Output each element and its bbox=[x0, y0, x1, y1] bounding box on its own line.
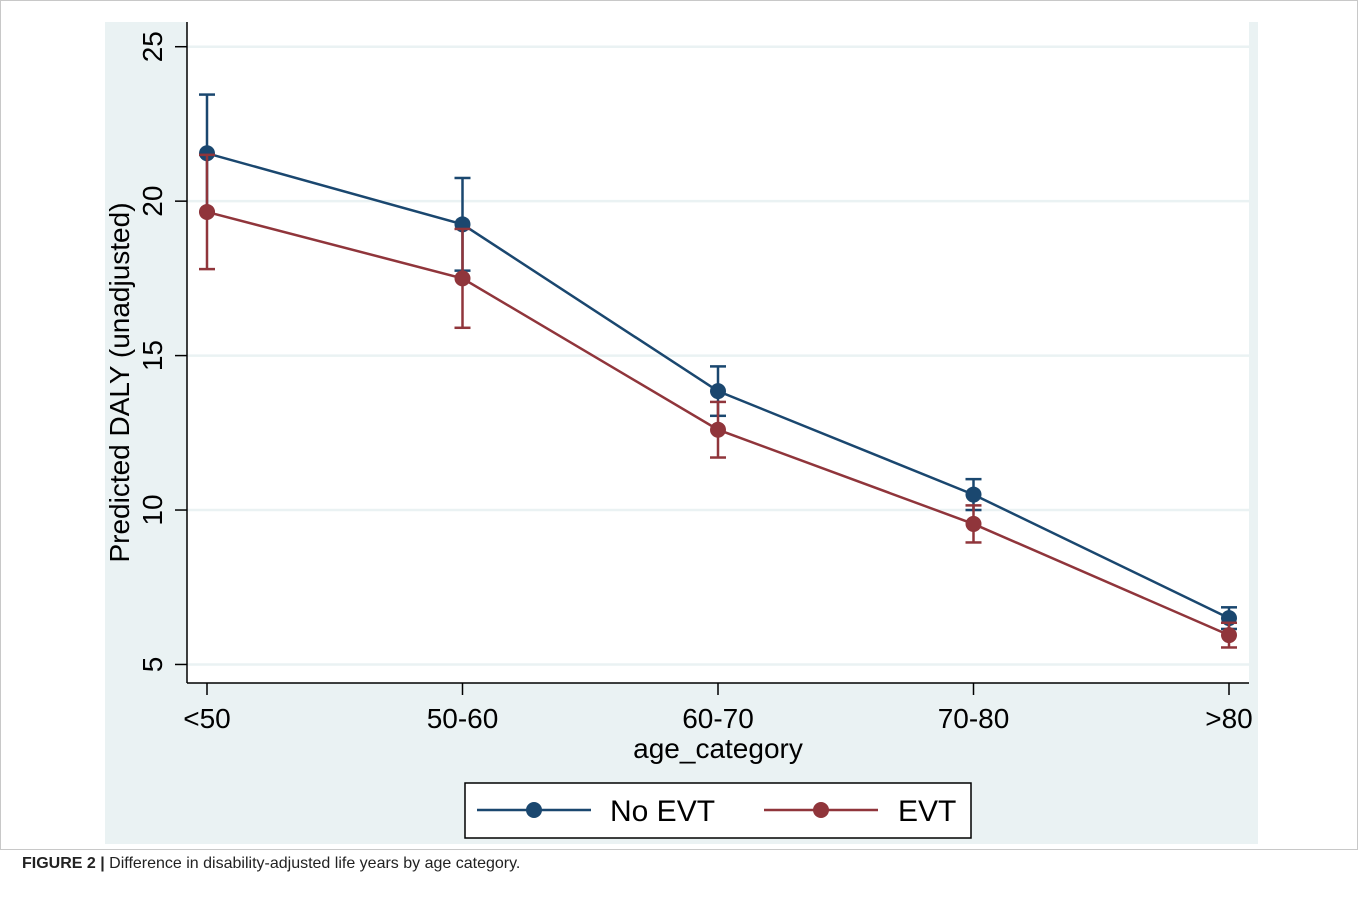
series-evt bbox=[199, 153, 1237, 649]
legend-label: EVT bbox=[898, 795, 956, 828]
legend-label: No EVT bbox=[610, 795, 715, 828]
y-tick-label: 10 bbox=[137, 494, 168, 525]
plot-area bbox=[187, 22, 1249, 683]
figure-caption-text: Difference in disability-adjusted life y… bbox=[109, 855, 521, 872]
data-point bbox=[454, 270, 471, 287]
y-tick-label: 15 bbox=[137, 340, 168, 371]
x-tick-label: 70-80 bbox=[938, 703, 1010, 734]
figure-caption: FIGURE 2 | Difference in disability-adju… bbox=[22, 855, 520, 873]
y-axis-title: Predicted DALY (unadjusted) bbox=[104, 202, 135, 562]
gridlines bbox=[187, 45, 1249, 666]
data-point bbox=[710, 421, 726, 438]
x-tick-label: >80 bbox=[1205, 703, 1253, 734]
chart-svg: 5 10 15 20 25 <50 50-60 60-70 70-80 >80 Predicte… bbox=[0, 0, 1358, 850]
data-point bbox=[710, 383, 726, 400]
data-point bbox=[965, 486, 982, 503]
y-axis-ticks: 5 10 15 20 25 bbox=[137, 31, 187, 672]
legend: No EVT EVT bbox=[464, 782, 972, 839]
legend-swatch-marker bbox=[526, 802, 542, 818]
y-tick-label: 5 bbox=[137, 657, 168, 673]
data-point bbox=[965, 515, 982, 532]
series-group bbox=[199, 93, 1237, 649]
y-tick-label: 25 bbox=[137, 31, 168, 62]
data-point bbox=[1221, 627, 1237, 644]
y-tick-label: 20 bbox=[137, 186, 168, 217]
x-tick-label: <50 bbox=[183, 703, 231, 734]
figure-label: FIGURE 2 | bbox=[22, 855, 105, 872]
legend-swatch-marker bbox=[813, 802, 829, 818]
data-point bbox=[199, 145, 215, 162]
x-tick-label: 60-70 bbox=[682, 703, 754, 734]
x-tick-label: 50-60 bbox=[427, 703, 499, 734]
x-axis-title: age_category bbox=[633, 733, 803, 764]
x-axis-ticks: <50 50-60 60-70 70-80 >80 bbox=[183, 683, 1253, 734]
data-point bbox=[199, 203, 215, 220]
